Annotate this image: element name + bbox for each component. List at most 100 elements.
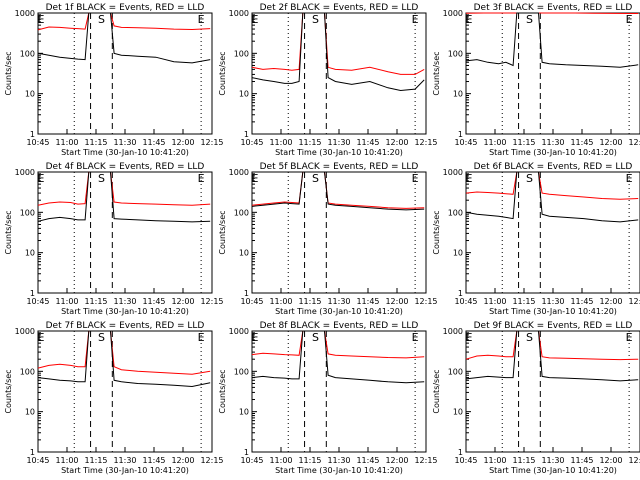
event-marker-label: E xyxy=(252,172,259,185)
events-series-line xyxy=(251,171,425,211)
x-tick-label: 11:30 xyxy=(541,456,564,465)
event-marker-label: S xyxy=(98,331,105,344)
x-tick-label: 10:45 xyxy=(26,456,49,465)
y-tick-label: 10 xyxy=(25,249,35,258)
y-tick-label: 1 xyxy=(458,289,463,298)
x-tick-label: 10:45 xyxy=(26,297,49,306)
lld-series-line xyxy=(465,12,639,14)
y-tick-label: 10 xyxy=(239,90,249,99)
events-series-line xyxy=(251,12,425,92)
y-axis-label: Counts/sec xyxy=(432,51,441,95)
x-axis-label: Start Time (30-Jan-10 10:41:20) xyxy=(275,148,403,157)
x-tick-label: 11:45 xyxy=(570,138,593,147)
panel-title: Det 6f BLACK = Events, RED = LLD xyxy=(474,162,633,172)
event-marker-label: E xyxy=(198,331,205,344)
x-tick-label: 11:00 xyxy=(55,297,78,306)
x-axis-label: Start Time (30-Jan-10 10:41:20) xyxy=(275,307,403,316)
x-tick-label: 11:45 xyxy=(142,138,165,147)
y-axis-label: Counts/sec xyxy=(432,369,441,413)
event-marker-label: E xyxy=(412,331,419,344)
y-tick-label: 1 xyxy=(244,289,249,298)
y-axis-label: Counts/sec xyxy=(4,210,13,254)
y-axis-label: Counts/sec xyxy=(218,369,227,413)
y-tick-label: 1000 xyxy=(229,9,249,18)
x-tick-label: 10:45 xyxy=(240,297,263,306)
y-tick-label: 1000 xyxy=(15,9,35,18)
x-tick-label: 12:15 xyxy=(414,138,437,147)
x-tick-label: 10:45 xyxy=(454,297,477,306)
x-axis-label: Start Time (30-Jan-10 10:41:20) xyxy=(275,466,403,475)
x-tick-label: 11:00 xyxy=(269,297,292,306)
x-tick-label: 10:45 xyxy=(240,456,263,465)
x-tick-label: 11:15 xyxy=(298,297,321,306)
detector-panel: Det 7f BLACK = Events, RED = LLD 1 10 100 10… xyxy=(4,321,224,475)
x-tick-label: 11:30 xyxy=(113,138,136,147)
x-tick-label: 12:00 xyxy=(385,138,408,147)
x-tick-label: 11:45 xyxy=(356,297,379,306)
y-tick-label: 100 xyxy=(234,49,249,58)
events-series-line xyxy=(37,12,211,64)
event-marker-label: S xyxy=(98,172,105,185)
event-marker-label: S xyxy=(98,13,105,26)
x-axis-label: Start Time (30-Jan-10 10:41:20) xyxy=(61,307,189,316)
y-tick-label: 100 xyxy=(20,367,35,376)
event-marker-label: S xyxy=(312,13,319,26)
x-tick-label: 11:15 xyxy=(84,456,107,465)
x-tick-label: 11:30 xyxy=(327,297,350,306)
x-tick-label: 11:00 xyxy=(269,138,292,147)
events-series-line xyxy=(37,330,211,388)
y-tick-label: 10 xyxy=(453,408,463,417)
x-tick-label: 11:45 xyxy=(570,456,593,465)
x-tick-label: 11:45 xyxy=(570,297,593,306)
events-series-line xyxy=(465,330,639,382)
y-axis-label: Counts/sec xyxy=(218,51,227,95)
x-axis-label: Start Time (30-Jan-10 10:41:20) xyxy=(489,148,617,157)
x-tick-label: 11:15 xyxy=(298,138,321,147)
x-tick-label: 11:30 xyxy=(327,456,350,465)
x-tick-label: 11:00 xyxy=(483,297,506,306)
y-tick-label: 1000 xyxy=(443,168,463,177)
x-tick-label: 11:00 xyxy=(55,138,78,147)
x-tick-label: 12:15 xyxy=(200,456,223,465)
x-axis-label: Start Time (30-Jan-10 10:41:20) xyxy=(489,466,617,475)
y-tick-label: 10 xyxy=(453,90,463,99)
x-tick-label: 11:45 xyxy=(356,456,379,465)
x-tick-label: 11:30 xyxy=(327,138,350,147)
panel-title: Det 2f BLACK = Events, RED = LLD xyxy=(260,3,419,13)
x-tick-label: 11:45 xyxy=(142,456,165,465)
y-tick-label: 1 xyxy=(30,130,35,139)
y-tick-label: 100 xyxy=(448,208,463,217)
event-marker-label: S xyxy=(526,13,533,26)
x-tick-label: 12:00 xyxy=(171,456,194,465)
event-marker-label: E xyxy=(466,13,473,26)
x-tick-label: 12:15 xyxy=(200,297,223,306)
panel-title: Det 8f BLACK = Events, RED = LLD xyxy=(260,321,419,331)
event-marker-label: E xyxy=(38,331,45,344)
event-marker-label: E xyxy=(466,172,473,185)
y-tick-label: 1000 xyxy=(443,327,463,336)
x-tick-label: 12:00 xyxy=(385,297,408,306)
event-marker-label: E xyxy=(38,172,45,185)
event-marker-label: E xyxy=(626,172,633,185)
x-tick-label: 12:00 xyxy=(385,456,408,465)
x-tick-label: 12:00 xyxy=(171,297,194,306)
event-marker-label: E xyxy=(626,331,633,344)
y-tick-label: 1000 xyxy=(229,168,249,177)
y-axis-label: Counts/sec xyxy=(4,369,13,413)
panel-title: Det 5f BLACK = Events, RED = LLD xyxy=(260,162,419,172)
x-tick-label: 11:45 xyxy=(142,297,165,306)
y-tick-label: 1 xyxy=(244,130,249,139)
x-tick-label: 11:00 xyxy=(55,456,78,465)
y-tick-label: 1000 xyxy=(443,9,463,18)
x-tick-label: 11:15 xyxy=(298,456,321,465)
x-tick-label: 12:15 xyxy=(628,297,640,306)
y-tick-label: 10 xyxy=(239,408,249,417)
event-marker-label: E xyxy=(252,13,259,26)
x-tick-label: 12:00 xyxy=(599,138,622,147)
x-axis-label: Start Time (30-Jan-10 10:41:20) xyxy=(489,307,617,316)
panel-title: Det 1f BLACK = Events, RED = LLD xyxy=(46,3,205,13)
event-marker-label: S xyxy=(526,331,533,344)
x-tick-label: 12:15 xyxy=(414,297,437,306)
y-tick-label: 1000 xyxy=(15,168,35,177)
panel-grid: Det 1f BLACK = Events, RED = LLD 1 10 100 10… xyxy=(4,3,640,475)
